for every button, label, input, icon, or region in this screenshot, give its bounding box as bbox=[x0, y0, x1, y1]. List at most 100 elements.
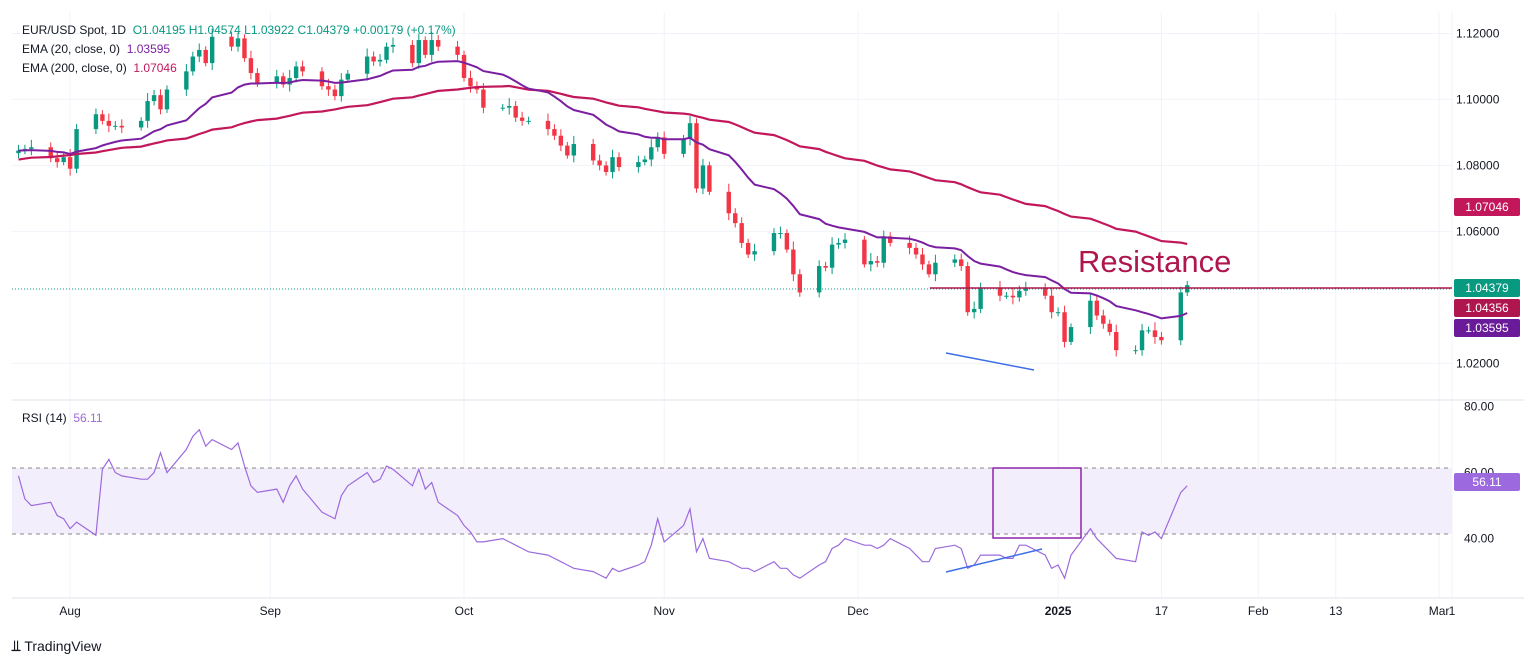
ema200-line bbox=[18, 84, 1188, 246]
candle-body bbox=[281, 76, 286, 85]
candle-body bbox=[423, 40, 428, 55]
candle-body bbox=[1055, 312, 1061, 314]
candle bbox=[616, 152, 622, 172]
candle bbox=[16, 144, 21, 159]
resistance-annotation: Resistance bbox=[1078, 244, 1231, 279]
symbol-title[interactable]: EUR/USD Spot, 1D bbox=[22, 23, 127, 37]
candle bbox=[597, 154, 602, 171]
candle bbox=[1088, 292, 1093, 334]
candle bbox=[184, 63, 189, 96]
candle-body bbox=[971, 308, 977, 313]
tradingview-logo[interactable]: ⫫ TradingView bbox=[12, 638, 101, 655]
candle-body bbox=[416, 40, 422, 64]
candle-body bbox=[965, 266, 970, 313]
candle bbox=[1010, 287, 1016, 305]
candle bbox=[733, 208, 738, 228]
candle-body bbox=[726, 191, 731, 214]
ema200-label: EMA (200, close, 0) bbox=[22, 61, 127, 75]
candle bbox=[293, 61, 299, 83]
candle-body bbox=[332, 89, 338, 97]
time-tick-label: 13 bbox=[1329, 604, 1343, 618]
rsi-divergence-trendline bbox=[945, 548, 1043, 573]
candle-body bbox=[1062, 312, 1067, 342]
candle-body bbox=[881, 236, 886, 263]
candle bbox=[390, 37, 396, 53]
rsi-band bbox=[12, 468, 1452, 534]
resistance-price-tag: 1.04356 bbox=[1454, 299, 1520, 317]
candle-body bbox=[565, 145, 570, 156]
candle-body bbox=[545, 120, 551, 130]
candle-body bbox=[319, 71, 325, 87]
candle bbox=[590, 138, 596, 165]
candle-body bbox=[836, 242, 841, 245]
candle bbox=[209, 28, 215, 71]
candle-body bbox=[377, 59, 383, 62]
candle bbox=[377, 54, 383, 67]
candle-body bbox=[1159, 336, 1164, 341]
candle bbox=[1042, 283, 1048, 300]
candle bbox=[603, 161, 609, 176]
candle bbox=[481, 83, 486, 114]
candle bbox=[842, 233, 848, 249]
candle bbox=[739, 217, 744, 248]
candle bbox=[745, 238, 751, 259]
candle-body bbox=[661, 137, 667, 154]
candle bbox=[119, 119, 124, 134]
candle bbox=[545, 113, 551, 136]
candle-body bbox=[952, 259, 957, 263]
price-tick-label: 1.06000 bbox=[1456, 224, 1500, 238]
time-tick-label: Dec bbox=[847, 604, 868, 618]
ema20-line bbox=[18, 60, 1188, 320]
candle bbox=[1146, 326, 1151, 334]
candle bbox=[610, 149, 615, 179]
candle-body bbox=[1042, 287, 1048, 296]
candle bbox=[829, 237, 835, 275]
candle bbox=[410, 40, 415, 68]
candle bbox=[1114, 324, 1119, 357]
price-support-trendline bbox=[945, 352, 1035, 371]
time-tick-label: 2025 bbox=[1045, 604, 1072, 618]
candle bbox=[920, 248, 925, 270]
candle bbox=[248, 50, 254, 80]
ema20-legend[interactable]: EMA (20, close, 0) 1.03595 bbox=[22, 42, 170, 56]
candle bbox=[661, 131, 667, 159]
price-tick-label: 1.12000 bbox=[1456, 26, 1500, 40]
candle-body bbox=[868, 261, 874, 265]
candle bbox=[429, 31, 434, 62]
candle-body bbox=[293, 66, 299, 78]
candle-body bbox=[1088, 300, 1093, 328]
candle-body bbox=[655, 137, 660, 148]
candle-body bbox=[590, 143, 596, 161]
rsi-value-tag: 56.11 bbox=[1454, 473, 1520, 491]
time-tick-label: 17 bbox=[1155, 604, 1169, 618]
candle bbox=[636, 155, 641, 173]
rsi-legend[interactable]: RSI (14) 56.11 bbox=[22, 411, 103, 425]
candle-body bbox=[435, 40, 441, 47]
candle bbox=[138, 117, 144, 131]
rsi-value: 56.11 bbox=[73, 411, 103, 425]
candle-body bbox=[197, 49, 202, 57]
candle bbox=[455, 40, 460, 60]
candle bbox=[29, 139, 34, 156]
candle bbox=[565, 141, 570, 159]
ema200-legend[interactable]: EMA (200, close, 0) 1.07046 bbox=[22, 61, 177, 75]
brand-name: TradingView bbox=[24, 638, 102, 654]
price-axis[interactable]: 1.12000 1.10000 1.08000 1.06000 1.02000 bbox=[1456, 26, 1500, 370]
candle-body bbox=[1139, 330, 1145, 351]
candle bbox=[933, 254, 938, 282]
candle bbox=[752, 243, 757, 261]
candle-body bbox=[926, 264, 932, 275]
candle-body bbox=[920, 254, 925, 265]
candle bbox=[694, 118, 699, 193]
time-axis[interactable]: Aug Sep Oct Nov Dec 2025 17 Feb 13 Mar 1 bbox=[59, 604, 1455, 618]
candle-body bbox=[739, 223, 744, 243]
candle-body bbox=[429, 40, 434, 55]
candle-body bbox=[390, 44, 396, 47]
candle bbox=[164, 85, 170, 113]
candle bbox=[552, 124, 557, 140]
candle bbox=[423, 36, 428, 59]
candle-body bbox=[862, 239, 867, 265]
candle bbox=[507, 97, 512, 115]
candle-body bbox=[1146, 330, 1151, 332]
